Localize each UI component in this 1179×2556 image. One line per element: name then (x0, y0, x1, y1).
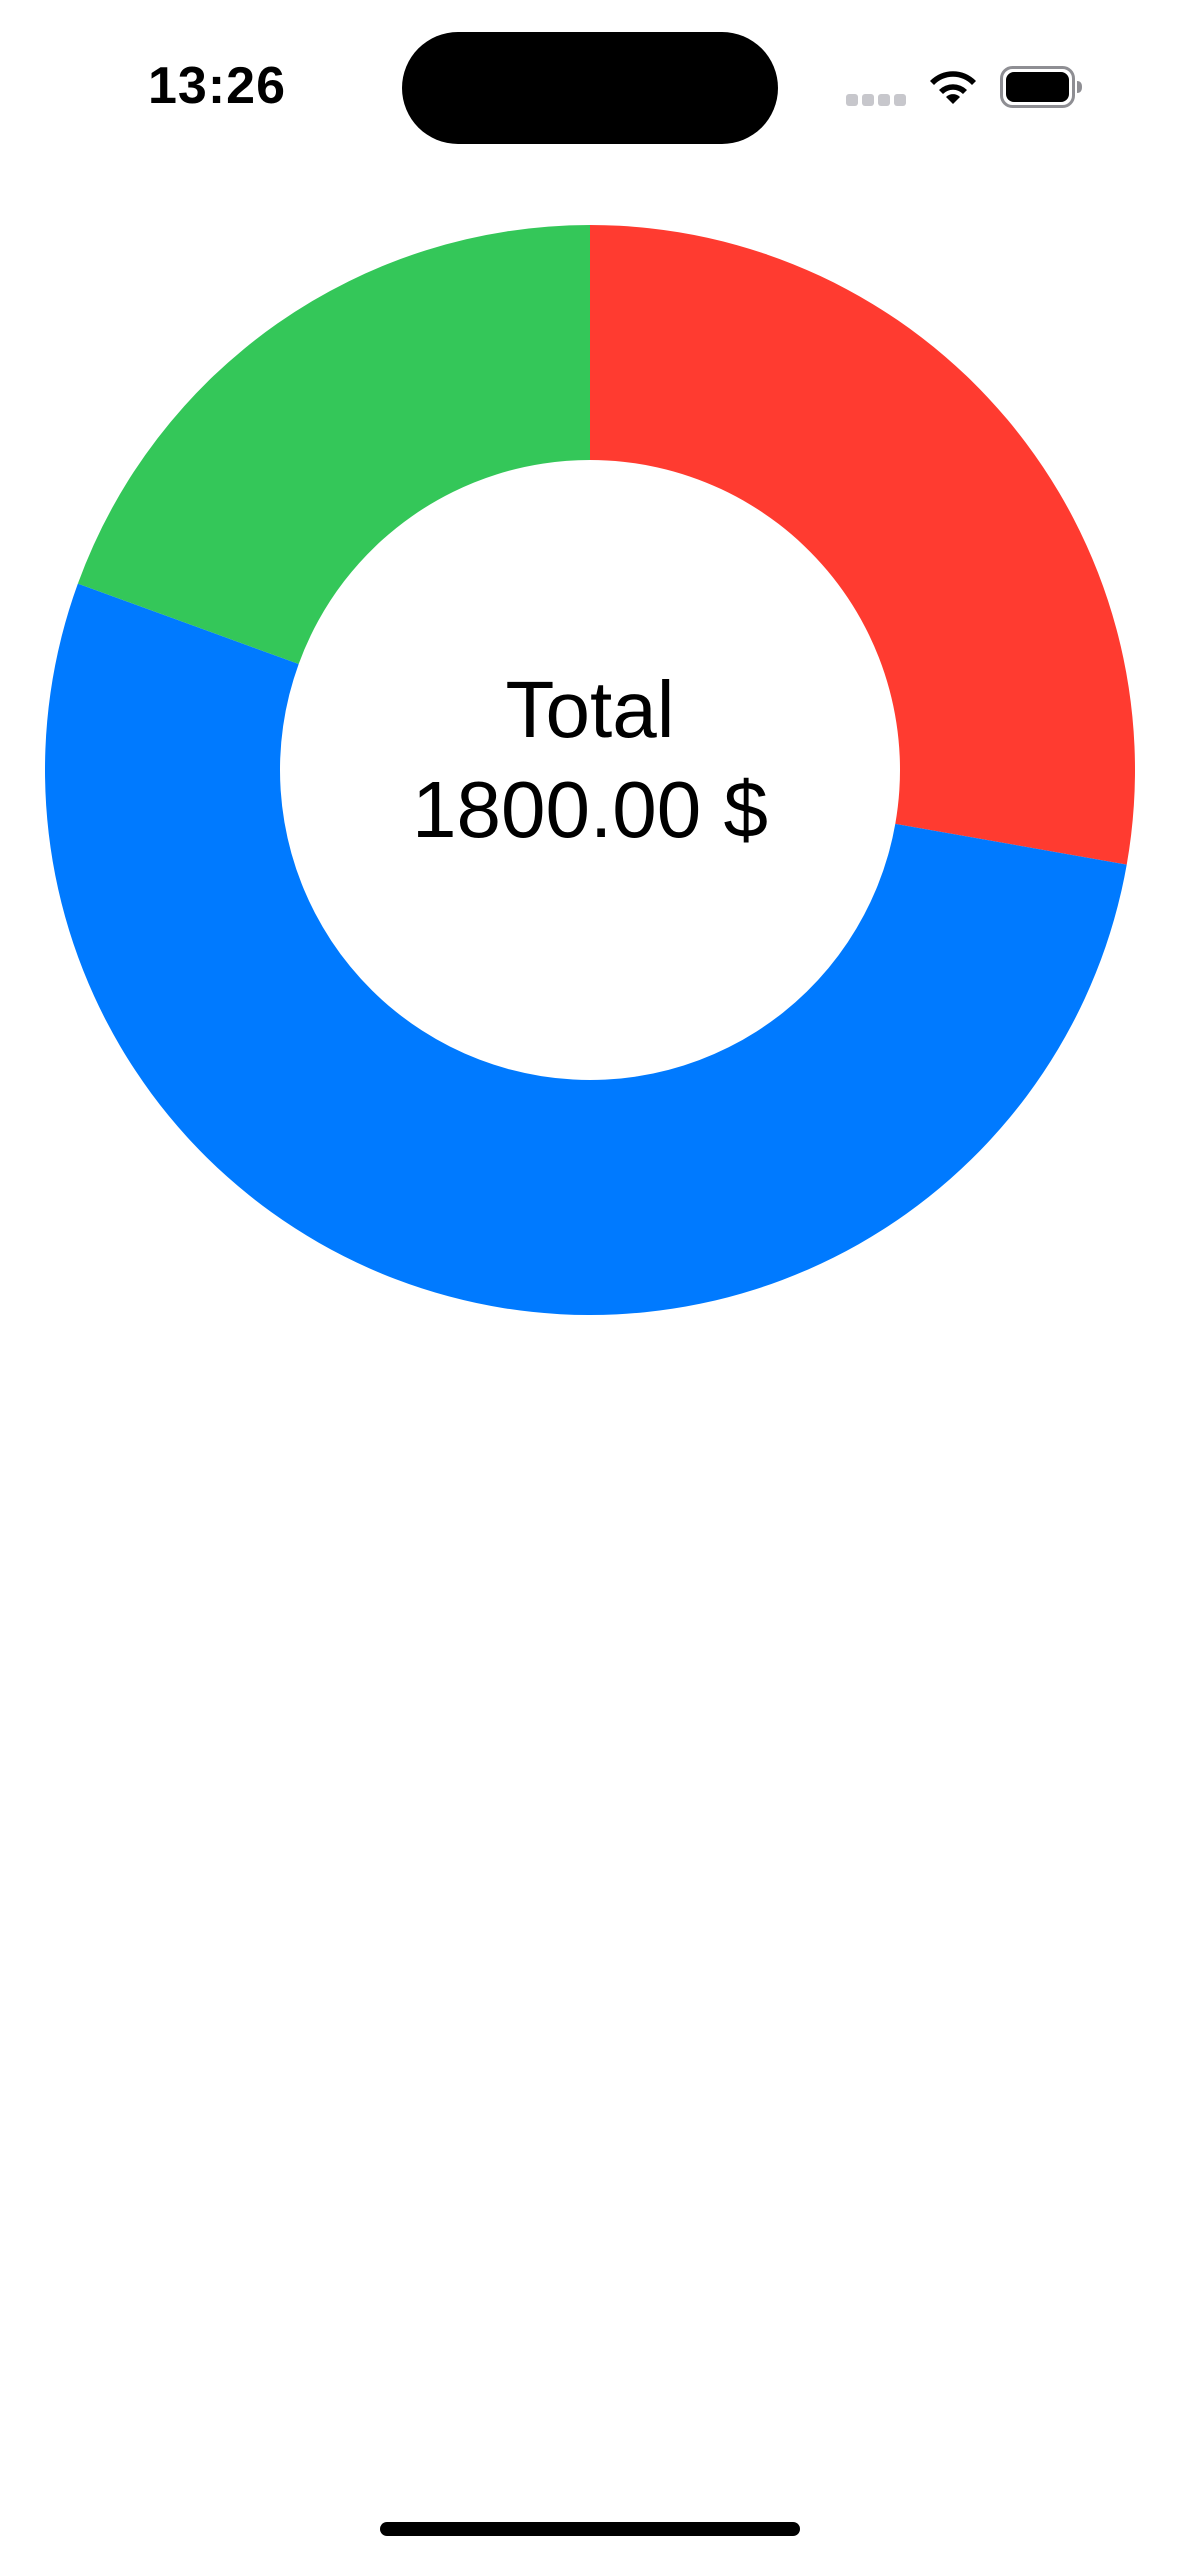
home-indicator[interactable] (380, 2522, 800, 2536)
wifi-icon (930, 71, 976, 104)
total-value: 1800.00 $ (412, 765, 768, 854)
donut-slice-2 (44, 583, 1127, 1315)
donut-slice-1 (590, 225, 1135, 865)
dynamic-island (402, 32, 778, 144)
donut-chart-svg (44, 224, 1135, 1315)
status-bar: 13:26 (0, 0, 1179, 150)
status-time: 13:26 (148, 57, 286, 115)
chart-center-labels: Total 1800.00 $ (340, 660, 840, 860)
donut-slice-3 (77, 224, 590, 664)
donut-chart: Total 1800.00 $ (0, 200, 1179, 1350)
total-label: Total (505, 665, 675, 754)
cellular-signal-icon (846, 94, 906, 108)
battery-icon (1000, 66, 1082, 108)
